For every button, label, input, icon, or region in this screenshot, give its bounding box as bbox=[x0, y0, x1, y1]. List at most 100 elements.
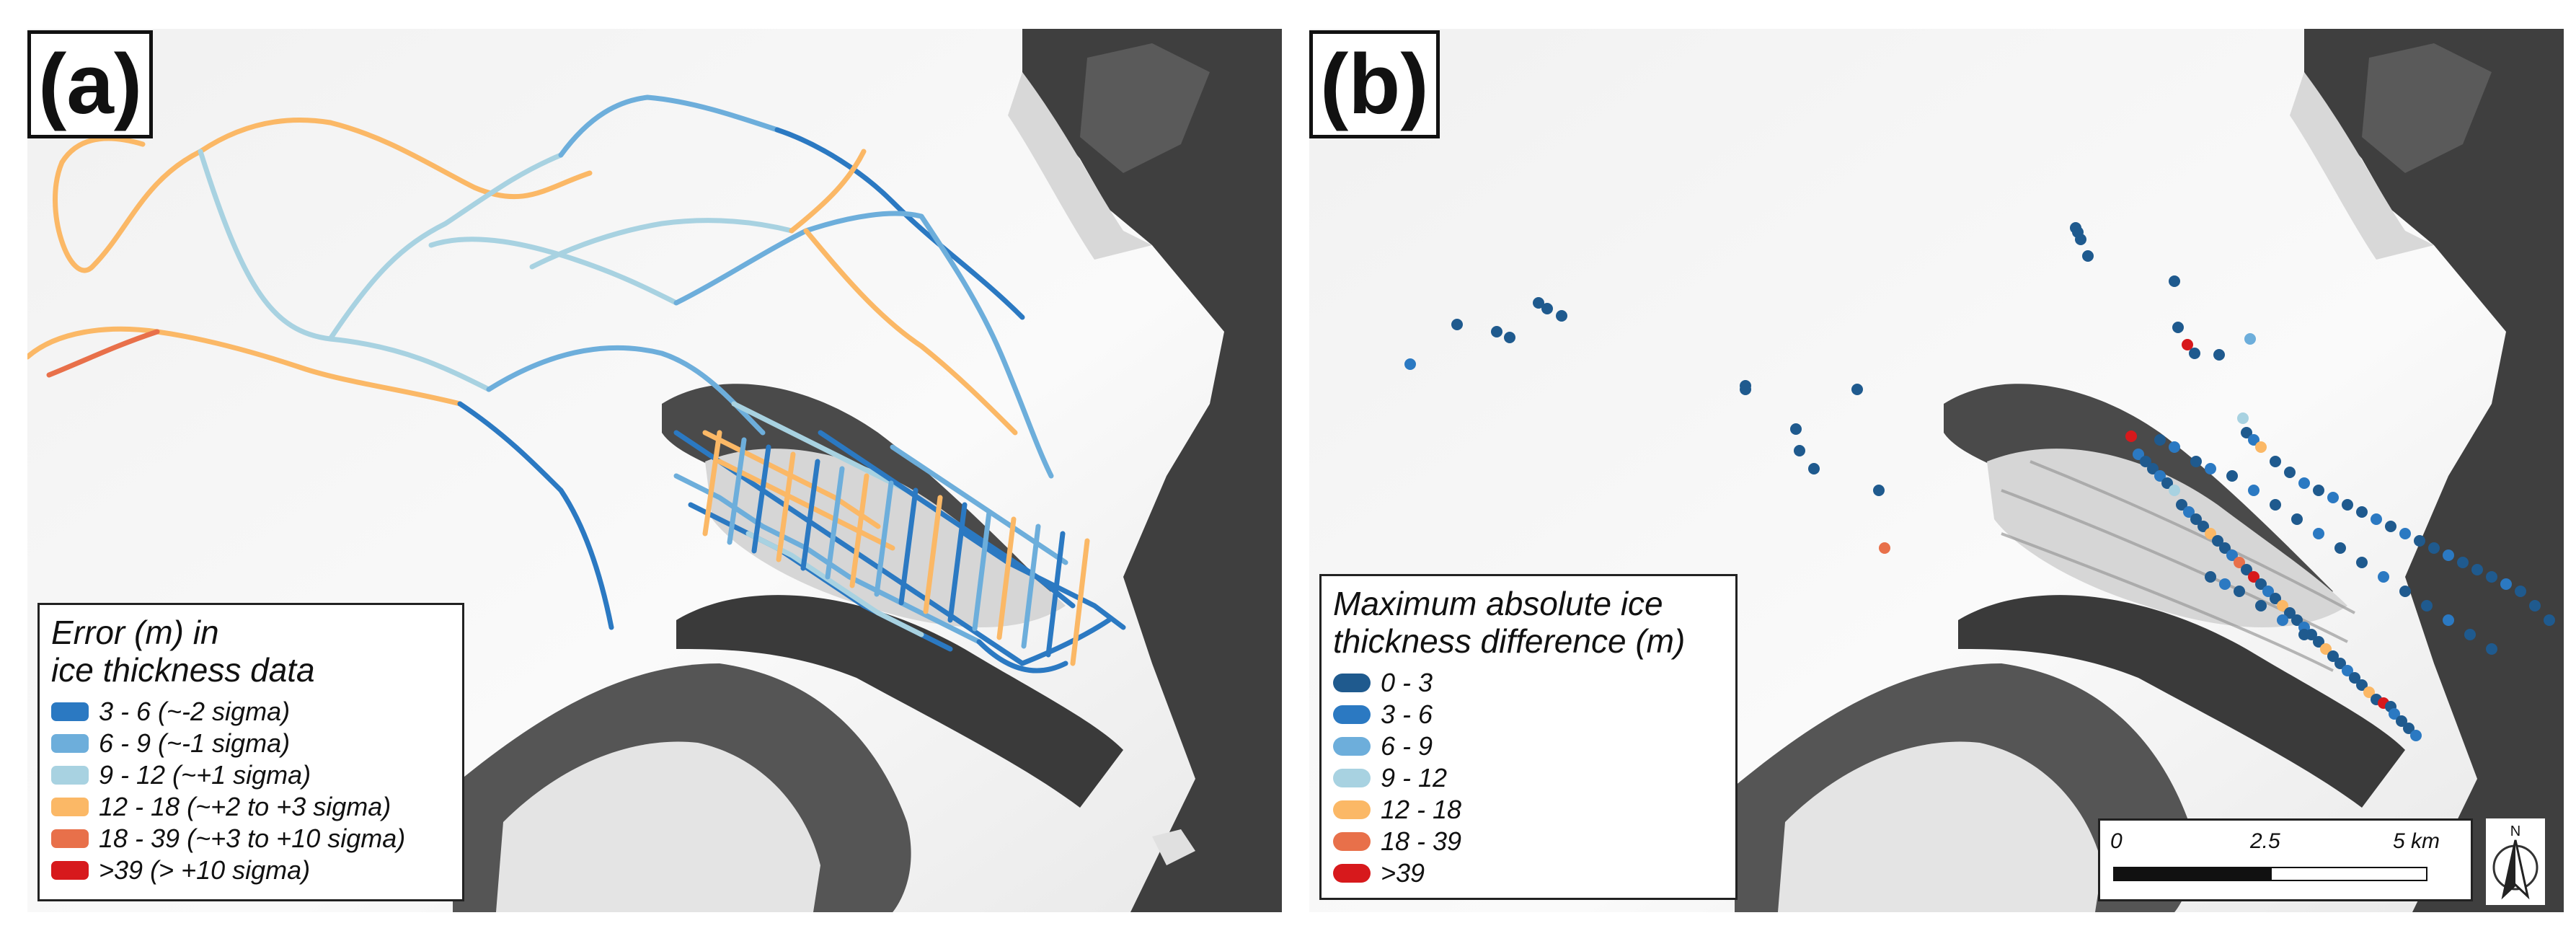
measurement-point bbox=[2363, 686, 2375, 698]
measurement-point bbox=[2219, 542, 2231, 554]
legend-a-item-label: 9 - 12 (~+1 sigma) bbox=[99, 760, 311, 790]
flight-track-crossline bbox=[996, 516, 1017, 640]
flight-track-crossline bbox=[776, 451, 796, 562]
flight-track-crossline bbox=[923, 495, 943, 614]
measurement-point bbox=[2396, 715, 2407, 727]
flight-track-segment bbox=[327, 152, 564, 342]
measurement-point bbox=[2270, 499, 2281, 511]
measurement-point bbox=[2327, 492, 2339, 503]
flight-track-segment bbox=[327, 120, 593, 200]
measurement-point bbox=[2529, 600, 2541, 612]
measurement-point bbox=[2298, 629, 2310, 640]
measurement-point bbox=[2270, 456, 2281, 467]
measurement-point bbox=[2378, 571, 2389, 583]
measurement-point bbox=[2399, 586, 2411, 597]
legend-b-item: 0 - 3 bbox=[1333, 667, 1724, 699]
measurement-point bbox=[2349, 672, 2360, 684]
measurement-point bbox=[2133, 449, 2144, 460]
measurement-point bbox=[2169, 275, 2180, 287]
legend-a-item-label: 12 - 18 (~+2 to +3 sigma) bbox=[99, 792, 391, 821]
legend-a-swatch bbox=[51, 861, 89, 880]
scale-bar: 0 2.5 5 km bbox=[2098, 818, 2473, 901]
legend-b-item-label: 3 - 6 bbox=[1381, 699, 1433, 729]
measurement-point bbox=[2212, 535, 2223, 547]
measurement-point bbox=[2241, 427, 2252, 438]
flight-track-crossline bbox=[874, 480, 894, 597]
measurement-point bbox=[2226, 470, 2238, 482]
flight-track-segment bbox=[976, 639, 1068, 674]
measurement-point bbox=[2190, 513, 2202, 525]
measurement-point bbox=[2219, 578, 2231, 590]
measurement-point bbox=[1404, 358, 1416, 370]
measurement-point bbox=[2169, 485, 2180, 496]
measurement-point bbox=[2277, 600, 2288, 612]
legend-b-item-label: 18 - 39 bbox=[1381, 826, 1462, 856]
legend-b-item: >39 bbox=[1333, 857, 1724, 889]
measurement-point bbox=[1740, 384, 1751, 395]
flight-track-crossline bbox=[727, 437, 747, 545]
legend-b-item-label: 12 - 18 bbox=[1381, 795, 1462, 824]
flight-track-crossline bbox=[849, 473, 869, 588]
legend-b: Maximum absolute ice thickness differenc… bbox=[1319, 574, 1738, 900]
legend-a-swatch bbox=[51, 702, 89, 721]
legend-a-item: 12 - 18 (~+2 to +3 sigma) bbox=[51, 791, 451, 823]
measurement-point bbox=[2248, 434, 2259, 446]
scale-tick-end: 5 km bbox=[2393, 829, 2440, 853]
legend-a-item-label: 6 - 9 (~-1 sigma) bbox=[99, 728, 291, 758]
measurement-point bbox=[2161, 477, 2173, 489]
flight-track-segment bbox=[558, 94, 780, 158]
legend-a-swatch bbox=[51, 766, 89, 785]
flight-track-segment bbox=[486, 345, 766, 436]
measurement-point bbox=[2182, 339, 2193, 350]
measurement-point bbox=[2313, 485, 2324, 496]
measurement-point bbox=[2125, 431, 2137, 442]
measurement-point bbox=[1533, 297, 1544, 309]
legend-b-swatch bbox=[1333, 769, 1371, 787]
measurement-point bbox=[2075, 234, 2086, 245]
measurement-point bbox=[2313, 528, 2324, 539]
measurement-point bbox=[2277, 614, 2288, 626]
flight-track-segment bbox=[198, 149, 492, 392]
legend-b-swatch bbox=[1333, 705, 1371, 724]
measurement-point bbox=[2189, 348, 2200, 359]
legend-a-item-label: 3 - 6 (~-2 sigma) bbox=[99, 697, 291, 726]
measurement-point bbox=[2284, 607, 2296, 619]
legend-a-title-line1: Error (m) in bbox=[51, 614, 219, 651]
flight-track-segment bbox=[717, 459, 895, 551]
measurement-point bbox=[2248, 571, 2259, 583]
flight-track-segment bbox=[962, 531, 1126, 630]
measurement-point bbox=[2226, 549, 2238, 561]
measurement-point bbox=[1504, 332, 1515, 343]
measurement-point bbox=[2205, 528, 2216, 539]
flight-track-segment bbox=[789, 149, 867, 234]
measurement-point bbox=[1451, 319, 1463, 330]
measurement-point bbox=[2421, 600, 2433, 612]
legend-a-swatch bbox=[51, 798, 89, 816]
flight-track-crossline bbox=[1070, 538, 1090, 666]
legend-a-title-line2: ice thickness data bbox=[51, 651, 315, 689]
measurement-point bbox=[2205, 571, 2216, 583]
measurement-point bbox=[2320, 643, 2332, 655]
measurement-point bbox=[2486, 571, 2497, 583]
measurement-point bbox=[2190, 456, 2202, 467]
flight-track-segment bbox=[731, 401, 910, 493]
flight-track-crossline bbox=[1021, 524, 1041, 649]
flight-track-crossline bbox=[1045, 531, 1066, 658]
measurement-point bbox=[2234, 586, 2245, 597]
map-panel-b: (b) Maximum absolute ice thickness diffe… bbox=[1309, 29, 2564, 912]
measurement-point bbox=[2183, 506, 2195, 518]
measurement-point bbox=[2213, 349, 2225, 361]
legend-a-swatch bbox=[51, 734, 89, 753]
flight-track-crossline bbox=[825, 466, 845, 580]
legend-b-swatch bbox=[1333, 737, 1371, 756]
measurement-point bbox=[1794, 445, 1805, 456]
measurement-point bbox=[2248, 485, 2259, 496]
flight-track-segment bbox=[1019, 617, 1112, 666]
flight-track-segment bbox=[457, 401, 614, 630]
measurement-point bbox=[2410, 730, 2422, 741]
measurement-point bbox=[2241, 564, 2252, 575]
measurement-point bbox=[2176, 499, 2187, 511]
legend-b-item-label: >39 bbox=[1381, 858, 1425, 888]
legend-b-title: Maximum absolute ice thickness differenc… bbox=[1333, 585, 1724, 660]
measurement-point bbox=[2255, 441, 2267, 453]
